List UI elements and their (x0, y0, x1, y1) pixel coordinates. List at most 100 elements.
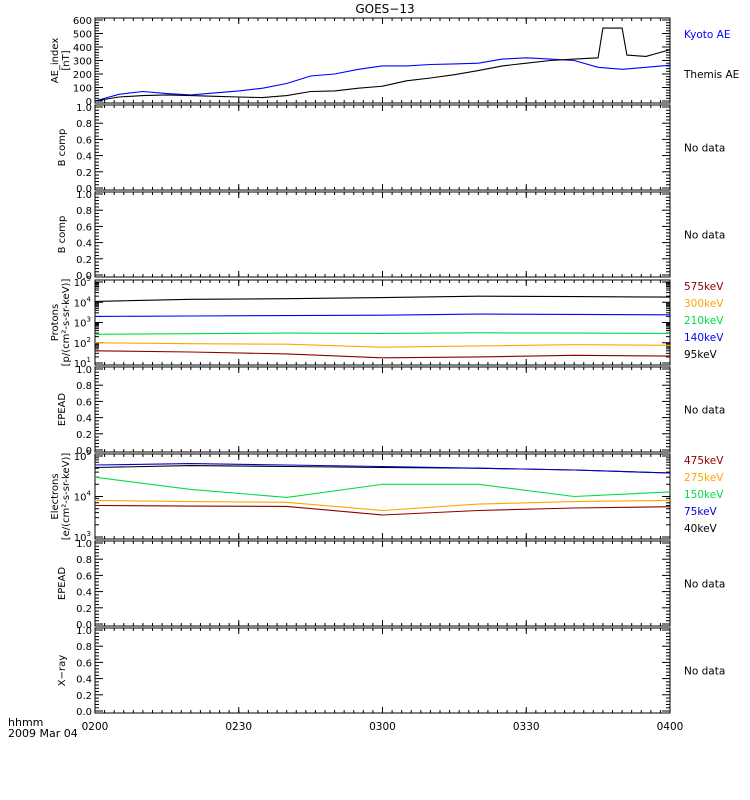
no-data-note: No data (684, 405, 725, 417)
y-tick-label: 0.2 (76, 430, 92, 441)
series-themis-ae (94, 27, 671, 102)
y-axis-label: [nT] (61, 50, 72, 70)
y-tick-label: 0.2 (76, 255, 92, 266)
legend-entry: 275keV (684, 472, 724, 484)
series-575kev (94, 350, 671, 359)
series-kyoto-ae (94, 57, 671, 102)
y-tick-label: 0.0 (76, 620, 92, 631)
y-tick-label: 0.0 (76, 446, 92, 457)
y-tick-label: 0.8 (76, 381, 92, 392)
panel-frame (94, 627, 671, 714)
y-tick-label: 103 (74, 316, 91, 330)
legend-entry: Themis AE (683, 69, 739, 81)
footer-hhmm: hhmm (8, 716, 43, 729)
legend-entry: 140keV (684, 332, 724, 344)
y-tick-label: 104 (74, 295, 92, 309)
x-tick-label: 0400 (657, 721, 684, 733)
y-tick-label: 1.0 (76, 190, 92, 201)
y-tick-label: 0.2 (76, 168, 92, 179)
x-tick-label: 0200 (82, 721, 109, 733)
y-tick-label: 0.4 (76, 239, 92, 250)
series-475kev (94, 504, 671, 516)
y-axis-label: [p/(cm²-s-sr-keV)] (61, 279, 72, 367)
x-tick-label: 0330 (513, 721, 540, 733)
y-tick-label: 0.6 (76, 571, 92, 582)
y-tick-label: 0.8 (76, 555, 92, 566)
y-axis-label: EPEAD (57, 567, 68, 601)
y-tick-label: 0.6 (76, 135, 92, 146)
series-150kev (94, 476, 671, 498)
y-tick-label: 101 (74, 356, 91, 370)
series-140kev (94, 313, 671, 317)
panel-frame (94, 540, 671, 627)
footer-date: 2009 Mar 04 (8, 727, 78, 740)
y-tick-label: 600 (73, 16, 92, 27)
y-tick-label: 0.6 (76, 397, 92, 408)
y-tick-label: 104 (74, 490, 92, 504)
y-tick-label: 0.4 (76, 588, 92, 599)
y-tick-label: 0.0 (76, 184, 92, 195)
legend-entry: 75keV (684, 506, 718, 518)
figure-title: GOES−13 (355, 2, 414, 16)
panel-frame (94, 17, 671, 104)
y-tick-label: 300 (73, 57, 92, 68)
no-data-note: No data (684, 666, 725, 678)
legend-entry: 300keV (684, 298, 724, 310)
panel-ae: 0 100 200 300 400 500 600 AE_index [nT] Kyoto AE T… (50, 16, 739, 108)
legend-entry: 475keV (684, 455, 724, 467)
panels: 0 100 200 300 400 500 600 AE_index [nT] Kyoto AE T… (50, 16, 739, 733)
legend-entry: 40keV (684, 523, 718, 535)
y-tick-label: 100 (73, 84, 92, 95)
legend-entry: 95keV (684, 349, 718, 361)
y-axis-label: B comp (57, 216, 68, 254)
y-tick-label: 0.2 (76, 604, 92, 615)
panel-protons: 101 102 103 104 105 Protons [p/(cm²-s-sr-keV)]… (50, 275, 724, 370)
panel-electrons: 103 104 105 Electrons [e/(cm²-s-sr-keV)] 475k… (50, 449, 724, 544)
y-axis-label: [e/(cm²-s-sr-keV)] (61, 453, 72, 541)
y-axis-label: AE_index (50, 38, 61, 84)
x-tick-label: 0230 (225, 721, 252, 733)
y-tick-label: 1.0 (76, 539, 92, 550)
legend-entry: Kyoto AE (684, 29, 730, 41)
y-tick-label: 0.6 (76, 222, 92, 233)
y-tick-label: 0.4 (76, 152, 92, 163)
y-tick-label: 1.0 (76, 365, 92, 376)
y-tick-label: 102 (74, 336, 91, 350)
panel-xray: 0.0 0.2 0.4 0.6 0.8 1.0 X−ray No data (57, 626, 725, 718)
y-tick-label: 1.0 (76, 103, 92, 114)
series-275kev (94, 499, 671, 512)
panel-frame (94, 366, 671, 453)
y-tick-label: 0 (86, 97, 92, 108)
y-axis-label: Electrons (50, 473, 61, 519)
series-300kev (94, 342, 671, 348)
y-tick-label: 0.4 (76, 414, 92, 425)
y-tick-label: 0.0 (76, 271, 92, 282)
legend-entry: 210keV (684, 315, 724, 327)
y-tick-label: 0.4 (76, 675, 92, 686)
y-tick-label: 0.6 (76, 658, 92, 669)
series-75kev (94, 463, 671, 474)
panel-epead1: 0.0 0.2 0.4 0.6 0.8 1.0 EPEAD No data (57, 365, 725, 457)
no-data-note: No data (684, 579, 725, 591)
series-95kev (94, 295, 671, 302)
legend-entry: 150keV (684, 489, 724, 501)
y-axis-label: B comp (57, 129, 68, 167)
y-axis-label: X−ray (57, 655, 68, 686)
y-tick-label: 200 (73, 70, 92, 81)
y-tick-label: 0.8 (76, 206, 92, 217)
panel-frame (94, 104, 671, 191)
legend-entry: 575keV (684, 281, 724, 293)
no-data-note: No data (684, 230, 725, 242)
y-tick-label: 400 (73, 43, 92, 54)
y-tick-label: 0.0 (76, 707, 92, 718)
y-tick-label: 105 (74, 449, 91, 463)
x-tick-label: 0300 (369, 721, 396, 733)
panel-epead2: 0.0 0.2 0.4 0.6 0.8 1.0 EPEAD No data (57, 539, 725, 631)
series-210kev (94, 332, 671, 335)
y-tick-label: 1.0 (76, 626, 92, 637)
y-tick-label: 500 (73, 30, 92, 41)
panel-b2: 0.0 0.2 0.4 0.6 0.8 1.0 B comp No data (57, 190, 725, 282)
y-axis-label: EPEAD (57, 393, 68, 427)
y-axis-label: Protons (50, 304, 61, 341)
